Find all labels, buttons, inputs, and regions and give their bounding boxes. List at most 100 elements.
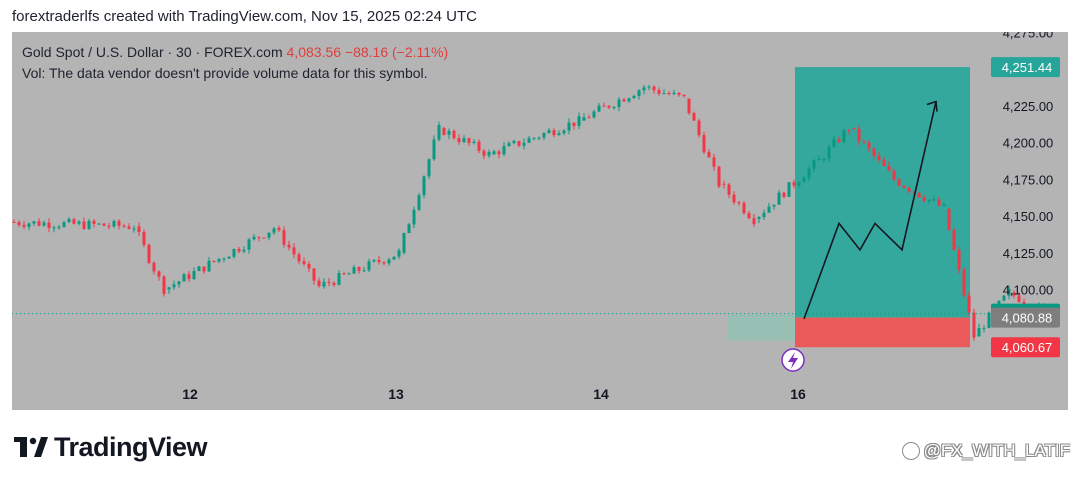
candle [62,222,66,227]
candle [947,208,951,231]
candle [817,158,821,161]
candle [387,259,391,264]
candle [302,261,306,265]
candle [382,262,386,264]
candle [797,182,801,186]
candle [597,105,601,112]
candle [137,226,141,233]
candle [952,230,956,250]
candle [747,213,751,219]
candle [157,271,161,277]
candle [447,130,451,135]
candle [627,98,631,102]
candle [667,93,671,95]
candle [482,150,486,156]
candle [467,138,471,143]
candle [922,197,926,202]
chart-panel[interactable]: 4,275.00 4,225.00 4,200.00 4,175.00 4,150.00… [12,32,1068,410]
candle [367,261,371,271]
candle [732,194,736,203]
candle [802,178,806,183]
y-tick-label: 4,225.00 [1003,99,1054,114]
candle [412,209,416,225]
candle [37,221,41,226]
chart-credit: forextraderlfs created with TradingView.… [12,8,477,25]
candle [972,312,976,338]
price-tag-entry[interactable] [991,307,1060,328]
x-tick-label: 16 [790,386,806,402]
price-change-label: −88.16 (−2.11%) [344,44,449,60]
candle [117,220,121,226]
candle [877,155,881,160]
candle [1007,288,1011,296]
candle [672,92,676,95]
candle [152,262,156,272]
candle [167,287,171,290]
candle [322,281,326,287]
stop-zone[interactable] [795,317,970,348]
candle [707,152,711,158]
candle [587,117,591,119]
candle [347,273,351,275]
candle [542,133,546,138]
candle [197,266,201,272]
candle [437,125,441,140]
candle [267,232,271,238]
x-tick-label: 12 [182,386,198,402]
candle [227,256,231,259]
candle [912,191,916,193]
projection-path[interactable] [803,101,937,320]
candle [22,224,26,227]
candle [307,264,311,269]
candle [352,267,356,274]
candle [17,222,21,225]
candle [87,220,91,229]
candle [207,260,211,272]
candle [172,284,176,288]
candle [987,312,991,329]
candle [832,139,836,147]
y-tick-label: 4,175.00 [1003,172,1054,187]
candle [577,116,581,126]
candle [112,220,116,227]
price-tag-label: 4,060.67 [1002,340,1053,355]
candle [92,220,96,224]
y-tick-label: 4,125.00 [1003,246,1054,261]
candle [622,99,626,102]
volume-note: Vol: The data vendor doesn't provide vol… [22,65,428,81]
candle [502,146,506,155]
candle [902,185,906,188]
x-tick-label: 14 [593,386,609,402]
candle [427,159,431,177]
price-tag-stop[interactable] [991,337,1060,358]
candle [862,141,866,143]
candle [457,138,461,143]
price-tag-label: 4,251.44 [1002,60,1053,75]
candlestick-chart[interactable]: 4,275.00 4,225.00 4,200.00 4,175.00 4,150.00… [12,32,1068,410]
candle [822,158,826,161]
candle [317,280,321,286]
candle [907,187,911,192]
candle [82,221,86,229]
candle [182,274,186,282]
last-price-label: 4,083.56 [286,44,342,60]
symbol-label[interactable]: Gold Spot / U.S. Dollar · 30 · FOREX.com [22,44,283,60]
candle [422,176,426,196]
candle [552,130,556,136]
candle [522,142,526,146]
candle [332,282,336,285]
target-zone[interactable] [795,67,970,318]
candle [777,192,781,205]
candle [742,202,746,214]
candle [282,230,286,245]
candle [767,206,771,213]
price-tag-target[interactable] [991,57,1060,78]
entry-box[interactable] [728,314,795,341]
candle [762,212,766,218]
candle [257,236,261,238]
candle [292,247,296,255]
candle [252,236,256,240]
candle [857,129,861,142]
candle [232,248,236,257]
tradingview-logo[interactable]: TradingView [14,432,208,463]
